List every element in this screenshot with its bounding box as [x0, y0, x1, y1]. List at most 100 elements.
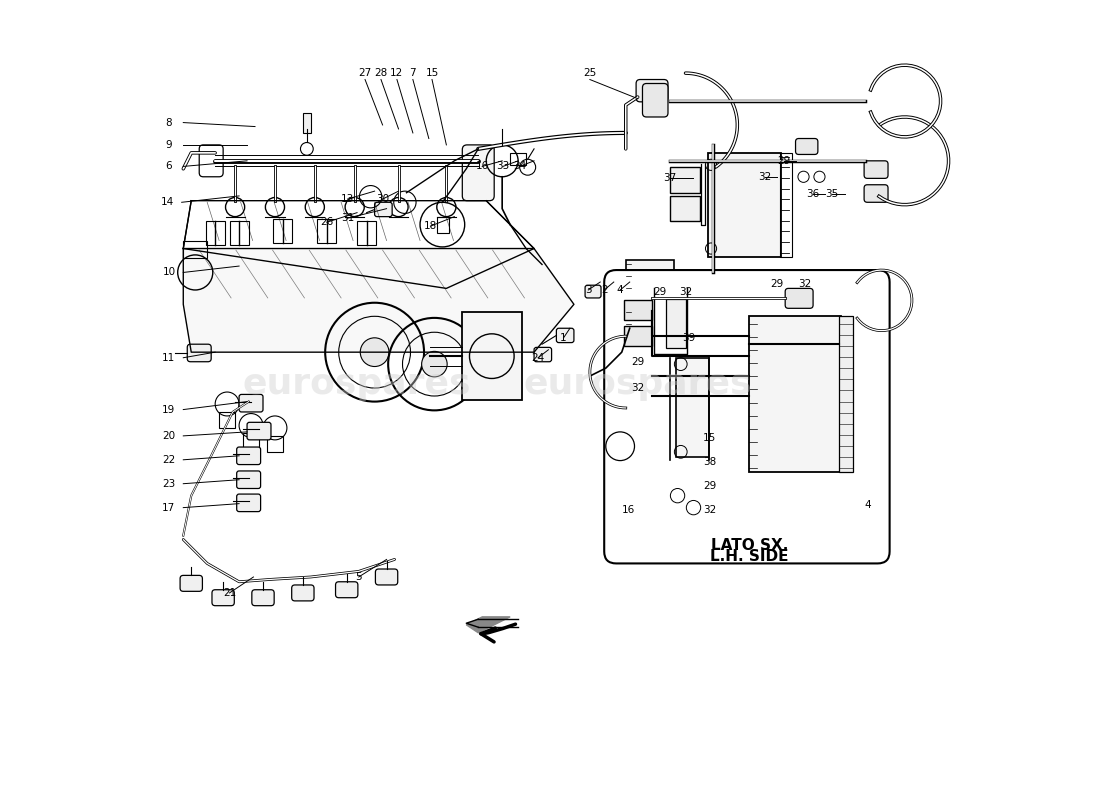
Text: 36: 36 [806, 190, 820, 199]
Text: 29: 29 [777, 156, 790, 166]
Text: 15: 15 [703, 434, 716, 443]
Text: 29: 29 [771, 279, 784, 290]
Text: 27: 27 [359, 68, 372, 78]
Text: 1: 1 [560, 333, 566, 343]
Text: 16: 16 [475, 162, 488, 171]
Text: 39: 39 [682, 333, 695, 343]
Text: 30: 30 [376, 194, 389, 204]
FancyBboxPatch shape [795, 138, 818, 154]
Text: 32: 32 [799, 279, 812, 290]
Text: 5: 5 [355, 572, 362, 582]
FancyBboxPatch shape [375, 202, 392, 217]
Bar [670, 167, 700, 193]
FancyBboxPatch shape [865, 161, 888, 178]
Bar [462, 312, 522, 400]
Polygon shape [466, 617, 510, 633]
Text: 32: 32 [759, 172, 772, 182]
Bar [267, 436, 283, 452]
FancyBboxPatch shape [604, 270, 890, 563]
FancyBboxPatch shape [535, 347, 551, 362]
Text: 16: 16 [621, 505, 635, 515]
Text: 14: 14 [161, 198, 174, 207]
Text: 10: 10 [163, 267, 176, 278]
FancyBboxPatch shape [252, 590, 274, 606]
FancyBboxPatch shape [636, 79, 668, 102]
Text: 3: 3 [585, 285, 592, 295]
FancyBboxPatch shape [462, 145, 494, 201]
Text: LATO SX.: LATO SX. [711, 538, 788, 553]
Text: 13: 13 [341, 194, 354, 204]
Circle shape [421, 351, 448, 377]
Text: 29: 29 [653, 287, 667, 298]
Text: 35: 35 [826, 190, 839, 199]
FancyBboxPatch shape [239, 394, 263, 412]
FancyBboxPatch shape [292, 585, 313, 601]
Text: 32: 32 [679, 287, 692, 298]
Text: 21: 21 [223, 588, 236, 598]
Text: 20: 20 [163, 431, 176, 441]
Text: 23: 23 [163, 478, 176, 489]
Bar [206, 221, 224, 245]
Text: 29: 29 [703, 481, 716, 491]
FancyBboxPatch shape [336, 582, 358, 598]
Text: 32: 32 [631, 383, 645, 393]
Text: 19: 19 [163, 405, 176, 414]
FancyBboxPatch shape [236, 471, 261, 489]
FancyBboxPatch shape [785, 288, 813, 308]
FancyBboxPatch shape [236, 447, 261, 465]
Bar [780, 153, 792, 257]
Bar [243, 434, 258, 450]
Text: 4: 4 [864, 500, 870, 510]
Text: 2: 2 [601, 285, 607, 295]
Bar [624, 300, 652, 320]
Bar [437, 217, 449, 233]
Bar [670, 196, 700, 222]
Text: 4: 4 [617, 285, 624, 295]
Text: 24: 24 [531, 353, 544, 362]
Bar [624, 326, 652, 346]
FancyBboxPatch shape [236, 494, 261, 512]
Text: 37: 37 [663, 174, 676, 183]
Text: 15: 15 [426, 68, 439, 78]
FancyBboxPatch shape [187, 344, 211, 362]
Text: 7: 7 [409, 68, 416, 78]
Text: 12: 12 [390, 68, 404, 78]
Text: 29: 29 [631, 357, 645, 366]
FancyBboxPatch shape [604, 286, 620, 298]
Text: 17: 17 [163, 502, 176, 513]
Text: 28: 28 [374, 68, 387, 78]
FancyBboxPatch shape [642, 83, 668, 117]
FancyBboxPatch shape [557, 328, 574, 342]
Bar [219, 412, 235, 428]
Text: 31: 31 [341, 214, 354, 223]
FancyBboxPatch shape [248, 422, 271, 440]
Bar [749, 316, 842, 472]
Circle shape [361, 338, 389, 366]
Bar [838, 316, 853, 472]
FancyBboxPatch shape [585, 286, 601, 298]
Bar [510, 153, 526, 165]
Text: 34: 34 [513, 162, 526, 171]
FancyBboxPatch shape [212, 590, 234, 606]
Bar [230, 221, 249, 245]
FancyBboxPatch shape [180, 575, 202, 591]
Text: L.H. SIDE: L.H. SIDE [711, 549, 789, 564]
FancyBboxPatch shape [865, 185, 888, 202]
Text: 22: 22 [163, 454, 176, 465]
Bar [676, 358, 710, 458]
Text: 18: 18 [424, 222, 437, 231]
Polygon shape [184, 249, 574, 352]
Text: 11: 11 [163, 353, 176, 362]
Bar [626, 261, 673, 328]
Text: 38: 38 [703, 457, 716, 467]
Text: 26: 26 [320, 218, 333, 227]
Bar [666, 298, 685, 348]
FancyBboxPatch shape [375, 569, 398, 585]
Text: 33: 33 [496, 162, 509, 171]
Bar [274, 219, 293, 243]
Bar [708, 153, 781, 257]
Text: 9: 9 [166, 140, 173, 150]
Text: 32: 32 [703, 505, 716, 515]
Bar [317, 219, 337, 243]
Bar [358, 221, 376, 245]
